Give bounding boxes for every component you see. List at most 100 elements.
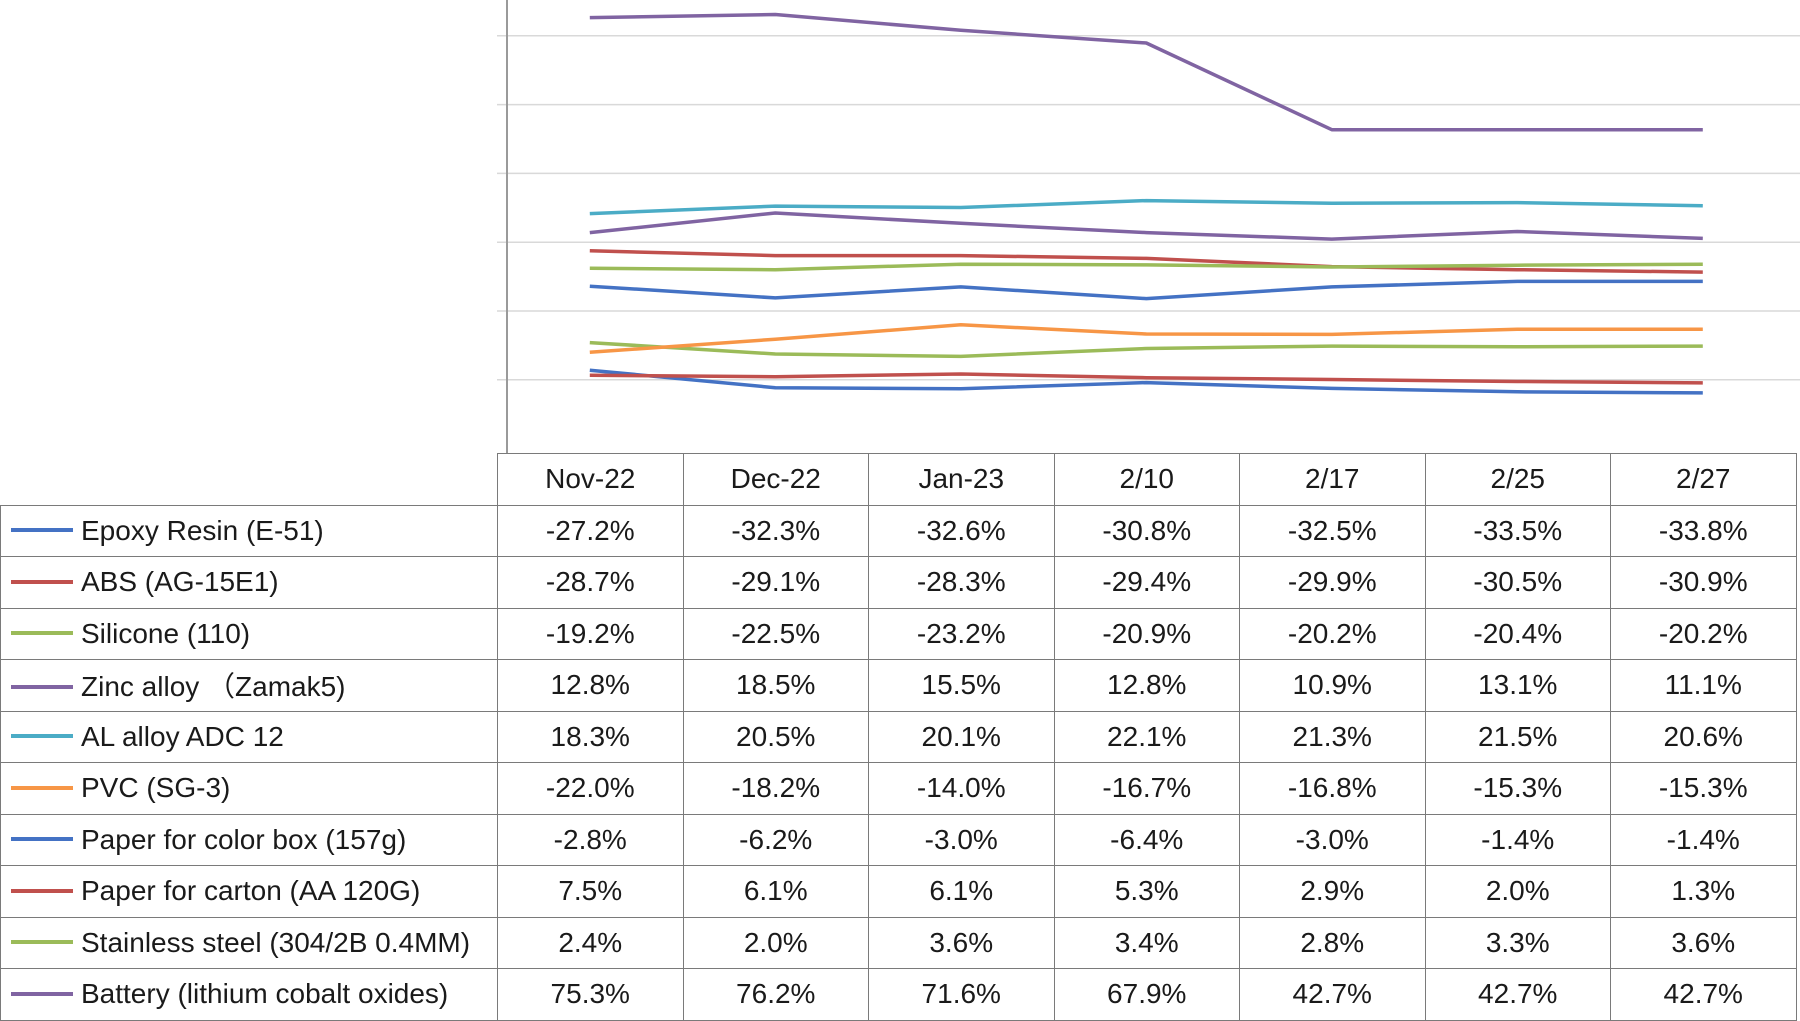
table-row: Zinc alloy （Zamak5) 12.8% 18.5% 15.5% 12.8% 1…	[0, 659, 1797, 712]
value-cell: 2.4%	[497, 916, 684, 969]
legend-key	[11, 579, 73, 584]
value-cell: 5.3%	[1053, 865, 1240, 918]
value-cell: 71.6%	[868, 968, 1055, 1021]
series-line	[589, 211, 1703, 241]
value-cell: 3.4%	[1053, 916, 1240, 969]
table-row: PVC (SG-3) -22.0% -18.2% -14.0% -16.7% -16.8%…	[0, 762, 1797, 815]
value-cell: -18.2%	[682, 762, 869, 815]
series-name: Zinc alloy （Zamak5)	[81, 671, 346, 703]
legend-key	[11, 940, 73, 945]
table-row: Paper for color box (157g) -2.8% -6.2% -3.0…	[0, 813, 1797, 866]
series-line	[589, 262, 1703, 272]
series-line	[589, 372, 1703, 385]
table-row: Silicone (110) -19.2% -22.5% -23.2% -20.9% -2…	[0, 607, 1797, 660]
value-cell: 20.5%	[682, 710, 869, 763]
value-cell: 3.6%	[1610, 916, 1797, 969]
legend-key	[11, 785, 73, 790]
series-line	[589, 198, 1703, 216]
value-cell: -16.8%	[1239, 762, 1426, 815]
value-cell: -28.3%	[868, 556, 1055, 609]
value-cell: 20.1%	[868, 710, 1055, 763]
series-name: Stainless steel (304/2B 0.4MM)	[81, 926, 471, 958]
value-cell: 20.6%	[1610, 710, 1797, 763]
value-cell: 13.1%	[1424, 659, 1611, 712]
value-cell: 21.3%	[1239, 710, 1426, 763]
table-row: ABS (AG-15E1) -28.7% -29.1% -28.3% -29.4% -29…	[0, 556, 1797, 609]
value-cell: 18.3%	[497, 710, 684, 763]
series-label-cell: Epoxy Resin (E-51)	[0, 504, 498, 557]
value-cell: 21.5%	[1424, 710, 1611, 763]
series-name: Battery (lithium cobalt oxides)	[81, 978, 449, 1010]
value-cell: -20.2%	[1610, 607, 1797, 660]
category-header: 2/25	[1424, 453, 1611, 506]
legend-key	[11, 734, 73, 739]
table-corner	[0, 453, 498, 506]
series-name: AL alloy ADC 12	[81, 720, 284, 752]
value-cell: 2.9%	[1239, 865, 1426, 918]
value-cell: -1.4%	[1610, 813, 1797, 866]
series-lines	[589, 12, 1703, 395]
line-chart	[497, 0, 1800, 453]
category-header: Jan-23	[868, 453, 1055, 506]
legend-key	[11, 631, 73, 636]
table-row: Epoxy Resin (E-51) -27.2% -32.3% -32.6% -30.…	[0, 504, 1797, 557]
value-cell: 76.2%	[682, 968, 869, 1021]
value-cell: -16.7%	[1053, 762, 1240, 815]
series-label-cell: AL alloy ADC 12	[0, 710, 498, 763]
value-cell: 75.3%	[497, 968, 684, 1021]
value-cell: 2.0%	[682, 916, 869, 969]
series-label-cell: Silicone (110)	[0, 607, 498, 660]
series-label-cell: Stainless steel (304/2B 0.4MM)	[0, 916, 498, 969]
value-cell: -6.4%	[1053, 813, 1240, 866]
legend-key	[11, 888, 73, 893]
value-cell: -3.0%	[1239, 813, 1426, 866]
series-line	[589, 249, 1703, 274]
category-header: Dec-22	[682, 453, 869, 506]
table-row: Battery (lithium cobalt oxides) 75.3% 76.2…	[0, 968, 1797, 1021]
category-header: Nov-22	[497, 453, 684, 506]
value-cell: -32.3%	[682, 504, 869, 557]
value-cell: -29.1%	[682, 556, 869, 609]
value-cell: -29.9%	[1239, 556, 1426, 609]
value-cell: 1.3%	[1610, 865, 1797, 918]
category-header: 2/27	[1610, 453, 1797, 506]
value-cell: 11.1%	[1610, 659, 1797, 712]
value-cell: -32.6%	[868, 504, 1055, 557]
value-cell: -6.2%	[682, 813, 869, 866]
value-cell: -32.5%	[1239, 504, 1426, 557]
series-name: ABS (AG-15E1)	[81, 566, 279, 598]
series-name: Paper for carton (AA 120G)	[81, 875, 421, 907]
value-cell: -3.0%	[868, 813, 1055, 866]
series-name: Silicone (110)	[81, 617, 251, 649]
value-cell: 18.5%	[682, 659, 869, 712]
value-cell: -23.2%	[868, 607, 1055, 660]
table-row: Stainless steel (304/2B 0.4MM) 2.4% 2.0% 3.…	[0, 916, 1797, 969]
value-cell: -30.5%	[1424, 556, 1611, 609]
table-row: Paper for carton (AA 120G) 7.5% 6.1% 6.1% 5.…	[0, 865, 1797, 918]
value-cell: -22.5%	[682, 607, 869, 660]
series-line	[589, 12, 1703, 132]
value-cell: -20.9%	[1053, 607, 1240, 660]
value-cell: -15.3%	[1424, 762, 1611, 815]
value-cell: -33.5%	[1424, 504, 1611, 557]
series-line	[589, 340, 1703, 359]
series-label-cell: Paper for color box (157g)	[0, 813, 498, 866]
table-body: Epoxy Resin (E-51) -27.2% -32.3% -32.6% -30.…	[0, 504, 1797, 1021]
legend-key	[11, 837, 73, 842]
series-name: Epoxy Resin (E-51)	[81, 514, 324, 546]
value-cell: 12.8%	[497, 659, 684, 712]
table-header-row: Nov-22 Dec-22 Jan-23 2/10 2/17 2/25 2/27	[0, 453, 1797, 506]
value-cell: 42.7%	[1610, 968, 1797, 1021]
value-cell: 67.9%	[1053, 968, 1240, 1021]
value-cell: -20.4%	[1424, 607, 1611, 660]
value-cell: -33.8%	[1610, 504, 1797, 557]
legend-key	[11, 528, 73, 533]
value-cell: 22.1%	[1053, 710, 1240, 763]
value-cell: -27.2%	[497, 504, 684, 557]
value-cell: -30.8%	[1053, 504, 1240, 557]
series-name: PVC (SG-3)	[81, 772, 231, 804]
series-line	[589, 368, 1703, 395]
series-label-cell: ABS (AG-15E1)	[0, 556, 498, 609]
series-line	[589, 323, 1703, 355]
value-cell: 15.5%	[868, 659, 1055, 712]
